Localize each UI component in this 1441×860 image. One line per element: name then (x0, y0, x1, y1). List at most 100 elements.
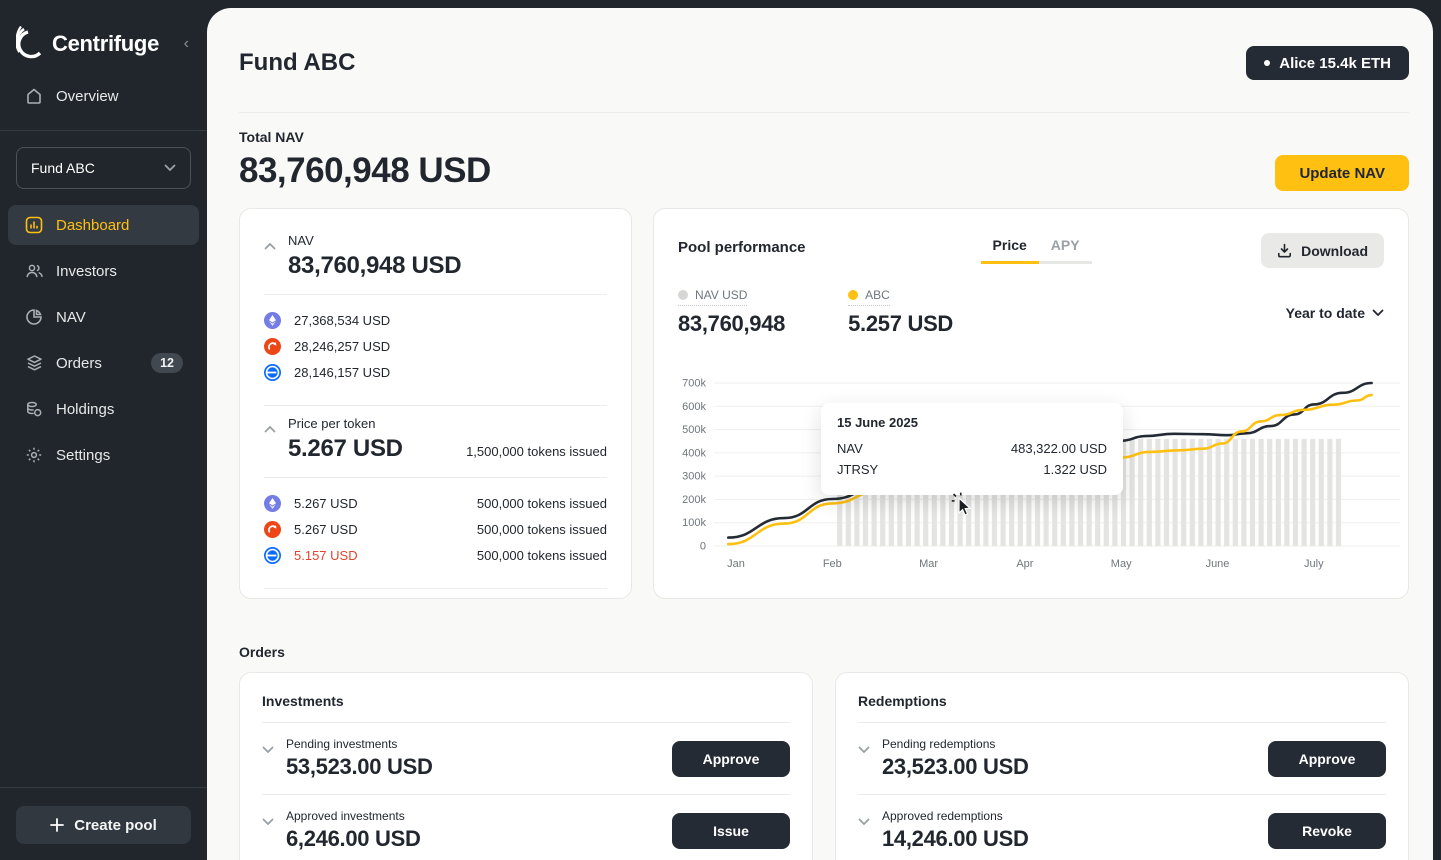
price-token-value: 5.267 USD (294, 495, 358, 511)
svg-text:Mar: Mar (919, 558, 938, 570)
sidebar-item-label: Orders (56, 354, 102, 372)
divider (858, 722, 1386, 723)
expand-chevron-icon[interactable] (858, 741, 870, 780)
nav-token-value: 28,246,257 USD (294, 338, 391, 354)
expand-chevron-icon[interactable] (262, 813, 274, 852)
nav-label: NAV (288, 233, 314, 248)
revoke-button[interactable]: Revoke (1268, 812, 1386, 849)
sidebar-item-holdings[interactable]: Holdings (8, 389, 199, 429)
gear-icon (24, 445, 44, 465)
investors-icon (24, 261, 44, 281)
performance-tabs: Price APY (980, 233, 1092, 264)
expand-chevron-icon[interactable] (858, 813, 870, 852)
order-row-value: 53,523.00 USD (286, 754, 433, 779)
sidebar-item-settings[interactable]: Settings (8, 435, 199, 475)
svg-text:July: July (1304, 558, 1324, 570)
redemptions-title: Redemptions (858, 693, 947, 709)
svg-text:200k: 200k (682, 494, 706, 506)
create-pool-button[interactable]: Create pool (16, 806, 191, 844)
divider (264, 405, 607, 406)
svg-text:June: June (1206, 558, 1230, 570)
pool-performance-card: Pool performance Price APY Download NAV … (653, 208, 1409, 599)
pie-chart-icon (24, 307, 44, 327)
layers-icon (24, 353, 44, 373)
pool-select[interactable]: Fund ABC (16, 147, 191, 189)
svg-text:600k: 600k (682, 401, 706, 413)
centrifuge-logo-icon (16, 26, 42, 59)
order-row-value: 6,246.00 USD (286, 826, 421, 851)
tooltip-row-label: NAV (837, 441, 863, 456)
download-label: Download (1301, 242, 1368, 259)
price-token-row: 5.157 USD 500,000 tokens issued (264, 542, 607, 568)
tooltip-row-value: 483,322.00 USD (1010, 441, 1107, 456)
divider (264, 477, 607, 478)
wallet-account-button[interactable]: Alice 15.4k ETH (1246, 46, 1409, 80)
price-token-row: 5.267 USD 500,000 tokens issued (264, 490, 607, 516)
nav-token-row: 28,146,157 USD (264, 359, 607, 385)
legend-nav-usd[interactable]: NAV USD 83,760,948 (678, 288, 785, 337)
sidebar-item-orders[interactable]: Orders 12 (8, 343, 199, 383)
price-token-row: 5.267 USD 500,000 tokens issued (264, 516, 607, 542)
legend-label-nav: NAV USD (695, 288, 748, 302)
approve-investments-button[interactable]: Approve (672, 740, 790, 777)
logo-text: Centrifuge (52, 31, 160, 56)
orange-network-icon (264, 520, 281, 538)
sidebar-bottom-divider (0, 787, 207, 788)
tab-apy[interactable]: APY (1038, 233, 1092, 264)
svg-text:500k: 500k (682, 424, 706, 436)
dashboard-icon (24, 215, 44, 235)
sidebar-item-investors[interactable]: Investors (8, 251, 199, 291)
sidebar-item-nav[interactable]: NAV (8, 297, 199, 337)
redemptions-card: Redemptions Pending redemptions 23,523.0… (835, 672, 1409, 860)
price-token-issued: 500,000 tokens issued (476, 495, 607, 511)
investments-card: Investments Pending investments 53,523.0… (239, 672, 813, 860)
svg-text:0: 0 (700, 541, 706, 553)
sidebar-divider (0, 130, 207, 131)
sidebar: Centrifuge ‹ Overview Fund ABC Dashboard… (0, 0, 207, 860)
expand-chevron-icon[interactable] (262, 741, 274, 780)
svg-text:Feb: Feb (823, 558, 842, 570)
order-row-value: 14,246.00 USD (882, 826, 1029, 851)
sidebar-item-dashboard[interactable]: Dashboard (8, 205, 199, 245)
main-panel: Fund ABC Alice 15.4k ETH Total NAV 83,76… (207, 8, 1433, 860)
svg-text:Jan: Jan (727, 558, 745, 570)
download-button[interactable]: Download (1261, 233, 1384, 268)
sidebar-item-overview[interactable]: Overview (8, 76, 199, 116)
approved-redemptions-row: Approved redemptions 14,246.00 USD Revok… (858, 795, 1386, 860)
price-per-token-label: Price per token (288, 416, 376, 431)
price-token-value-alert: 5.157 USD (294, 547, 358, 563)
ethereum-icon (264, 311, 281, 329)
legend-label-abc: ABC (865, 288, 890, 302)
nav-card: NAV 83,760,948 USD 27,368,534 USD 28,246… (239, 208, 632, 599)
centrifuge-logo: Centrifuge (16, 26, 159, 62)
order-row-label: Approved redemptions (882, 809, 1003, 823)
orders-count-badge: 12 (151, 353, 183, 373)
approve-redemptions-button[interactable]: Approve (1268, 740, 1386, 777)
price-token-issued: 500,000 tokens issued (476, 521, 607, 537)
sidebar-item-label: Dashboard (56, 216, 130, 234)
download-icon (1278, 243, 1292, 258)
sidebar-item-label: Overview (56, 87, 119, 105)
base-icon (264, 363, 281, 381)
legend-abc[interactable]: ABC 5.257 USD (848, 288, 953, 337)
order-row-label: Pending investments (286, 737, 398, 751)
collapse-nav-chevron-icon[interactable] (264, 237, 276, 280)
legend-value-abc: 5.257 USD (848, 311, 954, 336)
legend-dot-abc (848, 290, 859, 300)
divider (262, 722, 790, 723)
divider (264, 294, 607, 295)
collapse-price-chevron-icon[interactable] (264, 420, 276, 438)
total-nav-value: 83,760,948 USD (239, 151, 491, 190)
home-icon (24, 86, 44, 106)
investments-title: Investments (262, 693, 344, 709)
page-title: Fund ABC (239, 49, 356, 76)
range-select[interactable]: Year to date (1286, 305, 1384, 321)
approved-investments-row: Approved investments 6,246.00 USD Issue (262, 795, 790, 860)
sidebar-collapse-icon[interactable]: ‹ (183, 35, 189, 52)
update-nav-button[interactable]: Update NAV (1275, 155, 1409, 191)
chevron-down-icon (1372, 309, 1384, 317)
svg-text:100k: 100k (682, 517, 706, 529)
wallet-label: Alice 15.4k ETH (1279, 54, 1391, 72)
issue-button[interactable]: Issue (672, 812, 790, 849)
tab-price[interactable]: Price (980, 233, 1039, 264)
